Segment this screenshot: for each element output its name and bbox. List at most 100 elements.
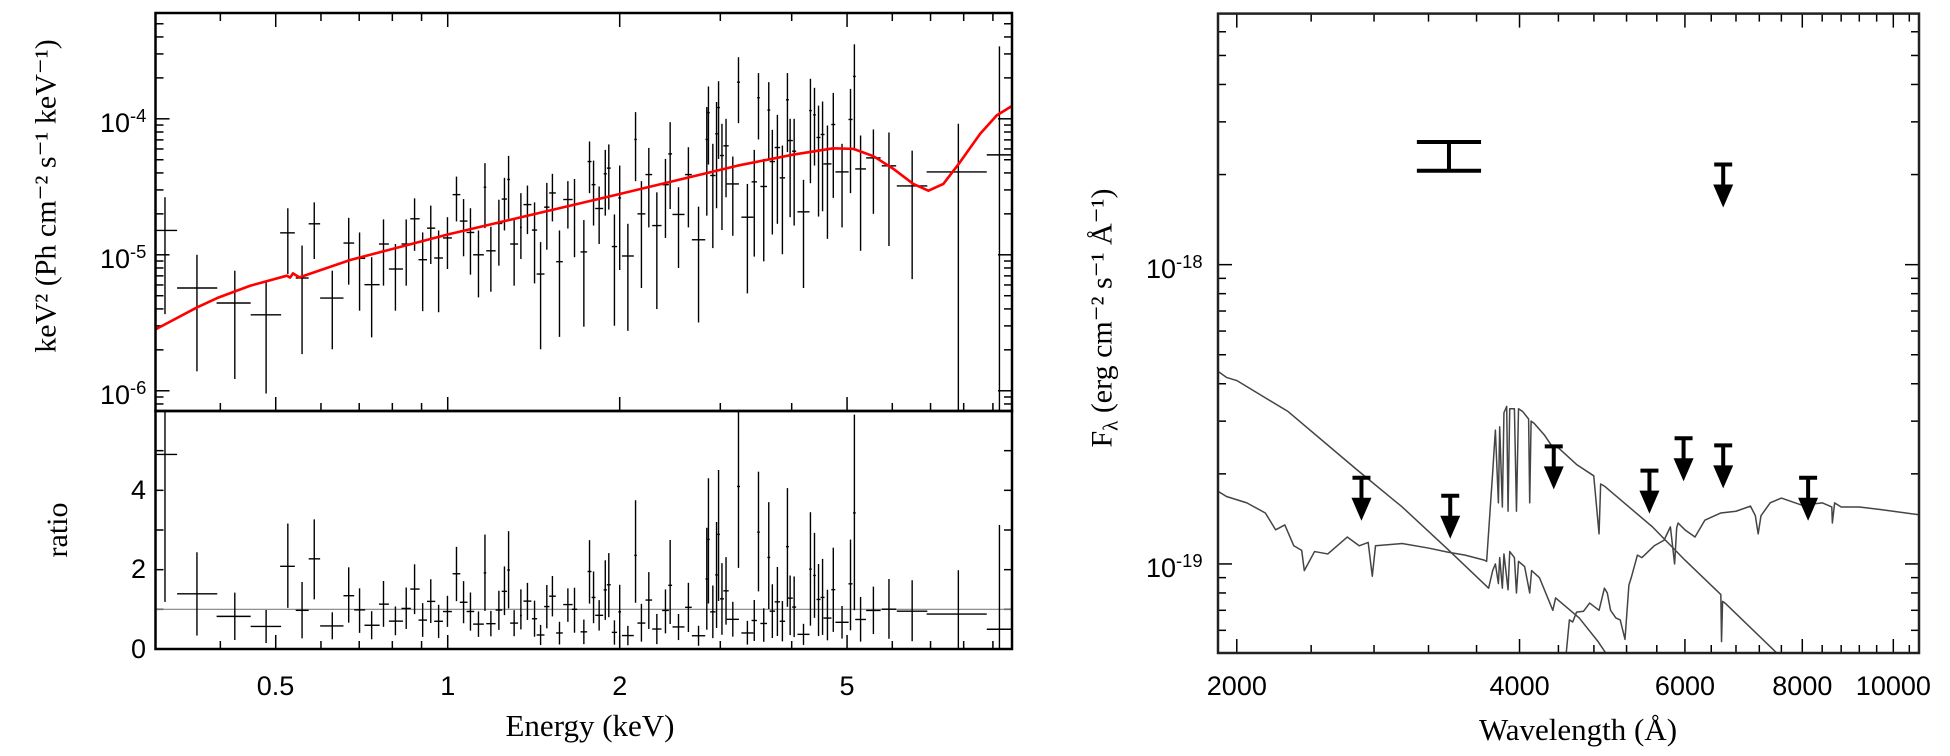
arrowhead-icon [1713, 465, 1734, 489]
data-point [926, 123, 987, 411]
ratio-point [820, 558, 825, 635]
y-tick-label: 10-19 [1146, 549, 1203, 583]
data-point [544, 182, 550, 250]
ratio-point [523, 582, 532, 620]
x-tick-label: 5 [839, 670, 855, 701]
ratio-point [855, 596, 866, 642]
ratio-point [510, 610, 519, 637]
ratio-point [519, 589, 522, 630]
ratio-point [401, 587, 411, 629]
spectra-group [1218, 370, 1919, 654]
lower-left-y-axis-label: ratio [41, 502, 74, 558]
ratio-point [587, 540, 592, 604]
ratio-point [662, 589, 669, 634]
ratio-point [634, 500, 637, 603]
data-point [510, 220, 519, 286]
data-point [672, 187, 685, 268]
data-point [710, 143, 716, 249]
data-point [556, 230, 563, 337]
ratio-point [757, 471, 760, 592]
ratio-point [595, 600, 604, 631]
arrowhead-icon [1713, 184, 1734, 208]
ratio-point [556, 621, 563, 645]
ratio-point [715, 521, 718, 628]
ratio-point [410, 564, 420, 615]
arrowhead-icon [1351, 497, 1372, 521]
ratio-point [986, 524, 1012, 649]
upper-limit-arrow [1639, 468, 1660, 514]
data-point [320, 270, 344, 350]
data-point [767, 82, 771, 159]
model-spectrum-2 [1218, 405, 1778, 654]
data-point [792, 118, 797, 226]
data-point [606, 144, 611, 210]
data-point [774, 114, 781, 224]
ratio-point [668, 539, 673, 624]
ratio-point [785, 488, 789, 607]
ratio-point [881, 579, 897, 639]
ratio-point [177, 552, 218, 636]
ratio-point [216, 592, 251, 640]
ratio-point [685, 582, 692, 632]
data-point [308, 202, 321, 260]
y-tick-label: 10-18 [1146, 250, 1203, 284]
ratio-point [866, 586, 881, 635]
data-point [442, 217, 452, 270]
ratio-point [563, 588, 573, 622]
ratio-point [473, 611, 484, 637]
data-point [611, 214, 618, 326]
ratio-point [427, 579, 436, 624]
ratio-point [797, 623, 810, 645]
ratio-point [320, 612, 344, 640]
data-point [652, 192, 662, 310]
ratio-point [835, 606, 849, 639]
data-point [785, 73, 789, 153]
ratio-point [459, 581, 468, 624]
data-point [354, 232, 366, 311]
data-point [637, 181, 646, 288]
ratio-point [280, 523, 295, 608]
model-curve [155, 105, 1013, 331]
x-tick-label: 8000 [1772, 670, 1833, 701]
data-point [466, 208, 475, 275]
ratio-point [926, 570, 987, 649]
arrowhead-icon [1440, 515, 1461, 539]
ratio-point [343, 567, 355, 623]
upper-limit-arrow [1713, 443, 1734, 489]
data-point [495, 199, 503, 266]
data-point [401, 219, 411, 286]
data-point [418, 232, 428, 312]
data-point [563, 181, 573, 229]
x-tick-label: 1 [440, 670, 456, 701]
ratio-tick-label: 2 [131, 554, 147, 585]
ratio-point [816, 564, 821, 637]
ratio-tick-label: 0 [131, 633, 147, 664]
ratio-point [637, 603, 646, 642]
data-point [848, 88, 853, 194]
y-label-subscript: λ [1098, 420, 1123, 431]
ratio-point [603, 560, 607, 620]
ratio-point [767, 502, 771, 609]
x-tick-label: 4000 [1489, 670, 1550, 701]
ratio-point [741, 620, 754, 645]
data-point [835, 143, 849, 228]
data-point [787, 118, 793, 218]
ratio-point [719, 563, 724, 635]
data-point [621, 223, 634, 331]
ratio-point [813, 532, 816, 618]
data-point [634, 112, 637, 182]
ratio-point [853, 414, 856, 611]
data-point [820, 101, 825, 212]
data-point [591, 160, 596, 226]
data-point [779, 145, 786, 255]
data-point [881, 132, 897, 247]
ratio-point [442, 595, 452, 627]
x-tick-label: 2000 [1206, 670, 1267, 701]
upper-panel-frame [154, 11, 1014, 413]
data-point [705, 107, 709, 216]
measurement-bar [1416, 139, 1482, 173]
ratio-point [760, 608, 768, 642]
ratio-point [549, 576, 556, 617]
arrowhead-icon [1543, 466, 1564, 490]
